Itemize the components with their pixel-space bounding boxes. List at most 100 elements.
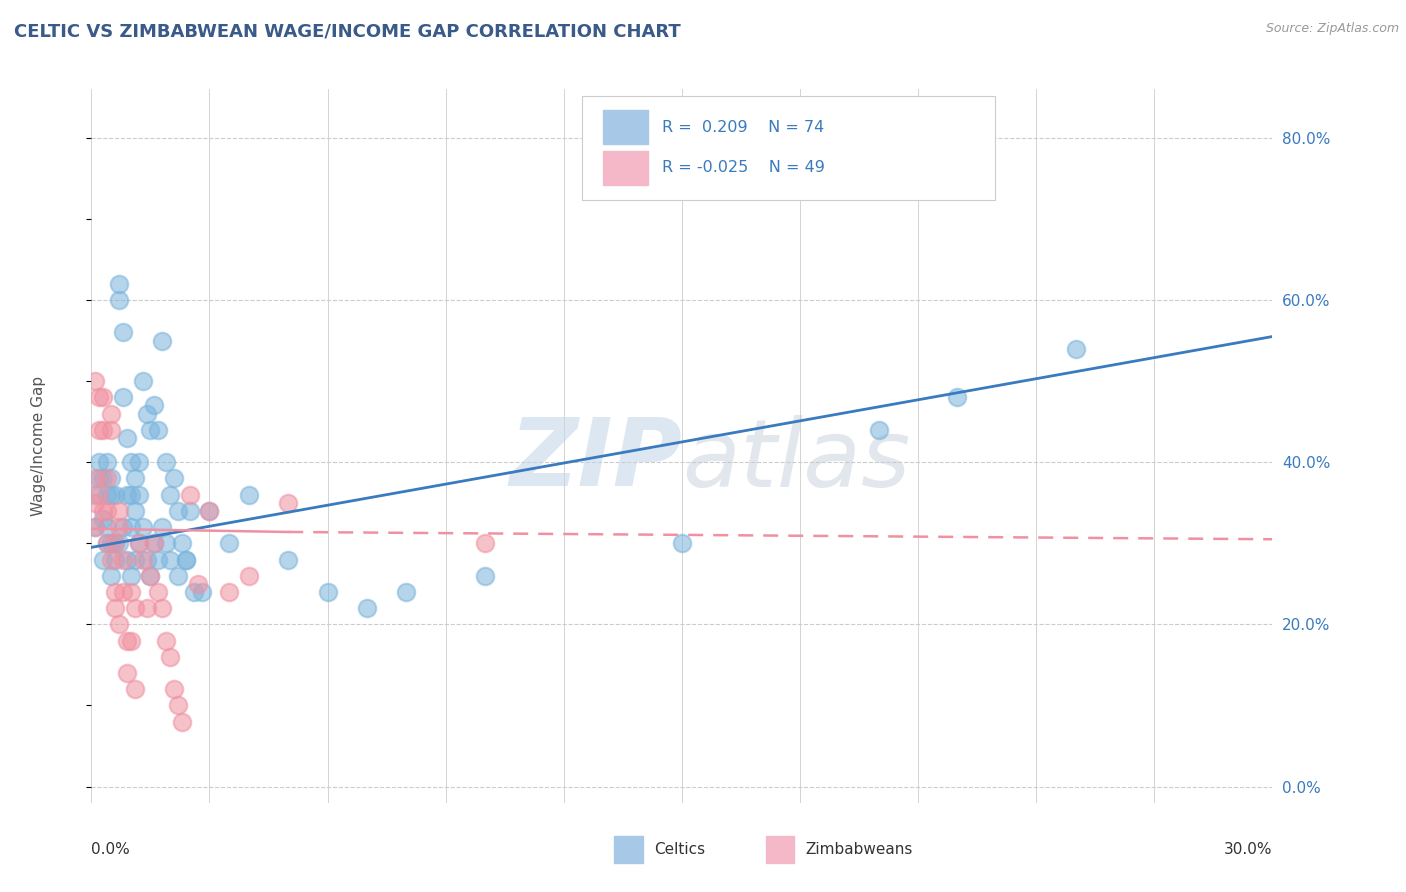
Point [128, 455, 150, 469]
Point [148, 552, 170, 566]
Point [163, 471, 186, 485]
Point [124, 504, 146, 518]
Point [474, 536, 496, 550]
Text: atlas: atlas [682, 415, 910, 506]
Point [120, 488, 142, 502]
Point [395, 585, 418, 599]
Point [104, 585, 127, 599]
Point [108, 617, 131, 632]
Point [100, 536, 122, 550]
Point [124, 601, 146, 615]
Point [135, 601, 157, 615]
Point [131, 552, 153, 566]
Point [84, 488, 107, 502]
Point [1064, 342, 1087, 356]
Point [155, 455, 177, 469]
Point [100, 488, 122, 502]
Point [150, 601, 173, 615]
Point [100, 568, 122, 582]
Point [120, 520, 142, 534]
Point [115, 488, 138, 502]
Point [139, 423, 162, 437]
Point [91, 471, 114, 485]
Point [84, 496, 107, 510]
Point [124, 552, 146, 566]
Point [131, 374, 153, 388]
Point [96, 536, 118, 550]
Point [163, 682, 186, 697]
Text: 0.0%: 0.0% [91, 842, 131, 857]
Point [135, 552, 157, 566]
Point [89, 390, 111, 404]
Point [115, 666, 138, 681]
Point [159, 488, 181, 502]
Point [170, 714, 193, 729]
Point [108, 277, 131, 291]
Point [100, 471, 122, 485]
Point [96, 504, 118, 518]
Point [179, 504, 201, 518]
FancyBboxPatch shape [603, 151, 648, 185]
Point [218, 585, 240, 599]
Text: Celtics: Celtics [654, 842, 704, 856]
Point [96, 488, 118, 502]
Point [167, 568, 190, 582]
Point [238, 568, 260, 582]
Point [198, 504, 221, 518]
Point [671, 536, 693, 550]
Point [108, 520, 131, 534]
Point [868, 423, 890, 437]
Point [167, 504, 190, 518]
Point [174, 552, 197, 566]
Point [316, 585, 339, 599]
Point [120, 633, 142, 648]
Point [91, 512, 114, 526]
Point [143, 536, 166, 550]
Point [139, 568, 162, 582]
Point [238, 488, 260, 502]
Point [100, 423, 122, 437]
Point [111, 326, 134, 340]
Point [120, 585, 142, 599]
Point [84, 374, 107, 388]
FancyBboxPatch shape [582, 96, 995, 200]
Point [108, 536, 131, 550]
Point [218, 536, 240, 550]
Point [946, 390, 969, 404]
Point [155, 536, 177, 550]
Point [139, 568, 162, 582]
Point [115, 633, 138, 648]
Point [179, 488, 201, 502]
Point [108, 293, 131, 307]
Point [198, 504, 221, 518]
Point [356, 601, 378, 615]
Text: Zimbabweans: Zimbabweans [806, 842, 912, 856]
Point [111, 585, 134, 599]
Point [91, 390, 114, 404]
Point [148, 585, 170, 599]
Text: R =  0.209    N = 74: R = 0.209 N = 74 [662, 120, 824, 135]
Point [96, 455, 118, 469]
Point [187, 577, 209, 591]
Point [84, 471, 107, 485]
Point [91, 552, 114, 566]
Point [135, 407, 157, 421]
Point [170, 536, 193, 550]
FancyBboxPatch shape [603, 110, 648, 145]
Point [277, 496, 299, 510]
Text: CELTIC VS ZIMBABWEAN WAGE/INCOME GAP CORRELATION CHART: CELTIC VS ZIMBABWEAN WAGE/INCOME GAP COR… [14, 22, 681, 40]
Text: Source: ZipAtlas.com: Source: ZipAtlas.com [1265, 22, 1399, 36]
Point [155, 633, 177, 648]
Point [150, 520, 173, 534]
Point [174, 552, 197, 566]
Point [89, 423, 111, 437]
Point [111, 390, 134, 404]
Point [115, 431, 138, 445]
Text: Wage/Income Gap: Wage/Income Gap [31, 376, 46, 516]
Point [111, 552, 134, 566]
Point [100, 407, 122, 421]
Point [167, 698, 190, 713]
Point [124, 471, 146, 485]
Point [89, 455, 111, 469]
Point [111, 520, 134, 534]
